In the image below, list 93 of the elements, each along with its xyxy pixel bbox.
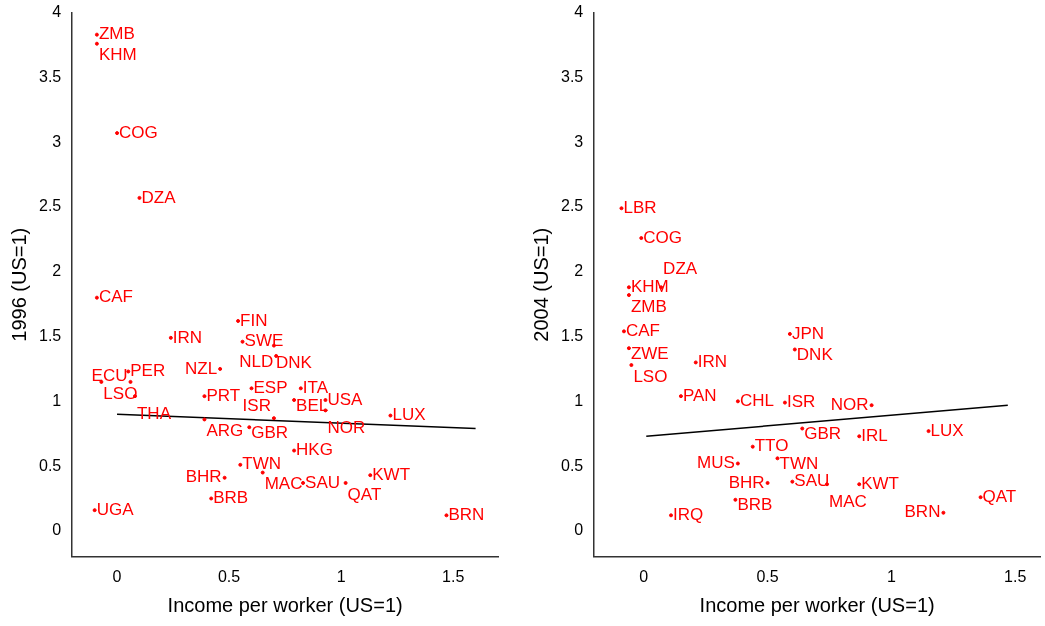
y-tick-label: 2.5: [38, 197, 62, 215]
data-label: CAF: [625, 321, 660, 341]
data-label: QAT: [982, 486, 1017, 506]
data-label: LUX: [930, 420, 964, 440]
data-label: ZWE: [630, 343, 669, 363]
y-tick-label: 3: [574, 132, 584, 150]
data-label: MAC: [264, 474, 303, 494]
x-tick-label: 1: [886, 567, 896, 585]
data-label: BHR: [185, 467, 222, 487]
x-tick-label: 0: [639, 567, 649, 585]
data-label: BRB: [213, 488, 249, 508]
data-label: ESP: [253, 378, 288, 398]
data-label: DZA: [663, 258, 698, 278]
data-label: ISR: [786, 392, 816, 412]
data-label: MUS: [697, 453, 735, 473]
data-label: QAT: [347, 484, 382, 504]
data-label: ZMB: [98, 24, 135, 44]
data-label: DNK: [796, 345, 834, 365]
y-tick-label: 0: [52, 521, 62, 539]
x-axis-title: Income per worker (US=1): [167, 593, 403, 616]
data-label: MAC: [829, 491, 867, 511]
data-label: TWN: [779, 454, 819, 474]
y-tick-label: 3: [52, 132, 62, 150]
y-tick-label: 3.5: [38, 67, 62, 85]
data-label: BRB: [737, 495, 773, 515]
y-tick-label: 1: [574, 391, 584, 409]
data-label: BHR: [728, 472, 765, 492]
data-label: BRN: [448, 505, 485, 525]
y-tick-label: 4: [574, 3, 584, 21]
data-label: SWE: [244, 331, 284, 351]
data-label: IRL: [861, 425, 888, 445]
y-tick-label: 4: [52, 3, 62, 21]
x-tick-label: 0.5: [217, 567, 241, 585]
data-label: DNK: [275, 353, 313, 373]
y-tick-label: 0: [574, 521, 584, 539]
data-label: LSO: [633, 366, 668, 386]
data-label: KWT: [861, 473, 899, 493]
data-label: SAU: [794, 471, 830, 491]
x-tick-label: 1.5: [1004, 567, 1027, 585]
data-label: NZL: [185, 358, 218, 378]
data-label: ITA: [302, 378, 329, 398]
y-tick-label: 2.5: [560, 197, 584, 215]
y-axis-title: 1996 (US=1): [7, 227, 30, 342]
data-label: ARG: [206, 421, 244, 441]
data-label: JPN: [791, 323, 825, 343]
data-label: FIN: [240, 310, 268, 330]
data-label: CAF: [98, 287, 133, 307]
data-label: USA: [327, 389, 364, 409]
data-label: IRN: [172, 327, 203, 347]
y-tick-label: 1.5: [38, 326, 62, 344]
data-label: TWN: [242, 454, 282, 474]
data-label: NOR: [327, 418, 366, 438]
data-label: DZA: [141, 187, 177, 207]
data-label: UGA: [96, 499, 135, 519]
x-tick-label: 0: [112, 567, 122, 585]
data-label: PER: [130, 361, 166, 381]
data-label: ECU: [91, 365, 128, 385]
data-label: KWT: [372, 464, 411, 484]
data-label: COG: [119, 122, 158, 142]
data-label: TTO: [754, 436, 789, 456]
y-tick-label: 0.5: [38, 456, 62, 474]
y-tick-label: 3.5: [560, 67, 584, 85]
data-label: NLD: [239, 351, 274, 371]
data-label: KHM: [98, 45, 137, 65]
y-tick-label: 0.5: [560, 456, 584, 474]
data-label: COG: [643, 227, 683, 247]
data-label: PRT: [206, 385, 241, 405]
data-label: CHL: [739, 391, 774, 410]
y-tick-label: 1: [52, 391, 62, 409]
data-label: KHM: [630, 276, 669, 296]
y-tick-label: 1.5: [560, 326, 584, 344]
data-label: HKG: [296, 440, 333, 460]
x-tick-label: 1: [336, 567, 346, 585]
data-label: ZMB: [630, 296, 667, 316]
data-label: GBR: [804, 424, 842, 444]
data-label: BEL: [296, 395, 329, 415]
data-label: LUX: [392, 405, 426, 425]
x-tick-label: 0.5: [756, 567, 779, 585]
data-label: GBR: [251, 422, 289, 442]
x-tick-label: 1.5: [442, 567, 465, 585]
y-tick-label: 2: [52, 262, 62, 280]
y-axis-title: 2004 (US=1): [529, 227, 552, 342]
data-label: BRN: [904, 502, 941, 522]
data-label: IRQ: [673, 505, 704, 525]
data-label: IRN: [697, 352, 728, 372]
data-label: LBR: [623, 197, 657, 217]
data-label: LSO: [103, 383, 138, 403]
x-axis-title: Income per worker (US=1): [699, 593, 935, 616]
data-label: ISR: [242, 395, 271, 415]
data-label: SAU: [305, 472, 341, 492]
y-tick-label: 2: [574, 262, 584, 280]
data-label: PAN: [682, 385, 717, 405]
data-label: NOR: [830, 394, 869, 414]
